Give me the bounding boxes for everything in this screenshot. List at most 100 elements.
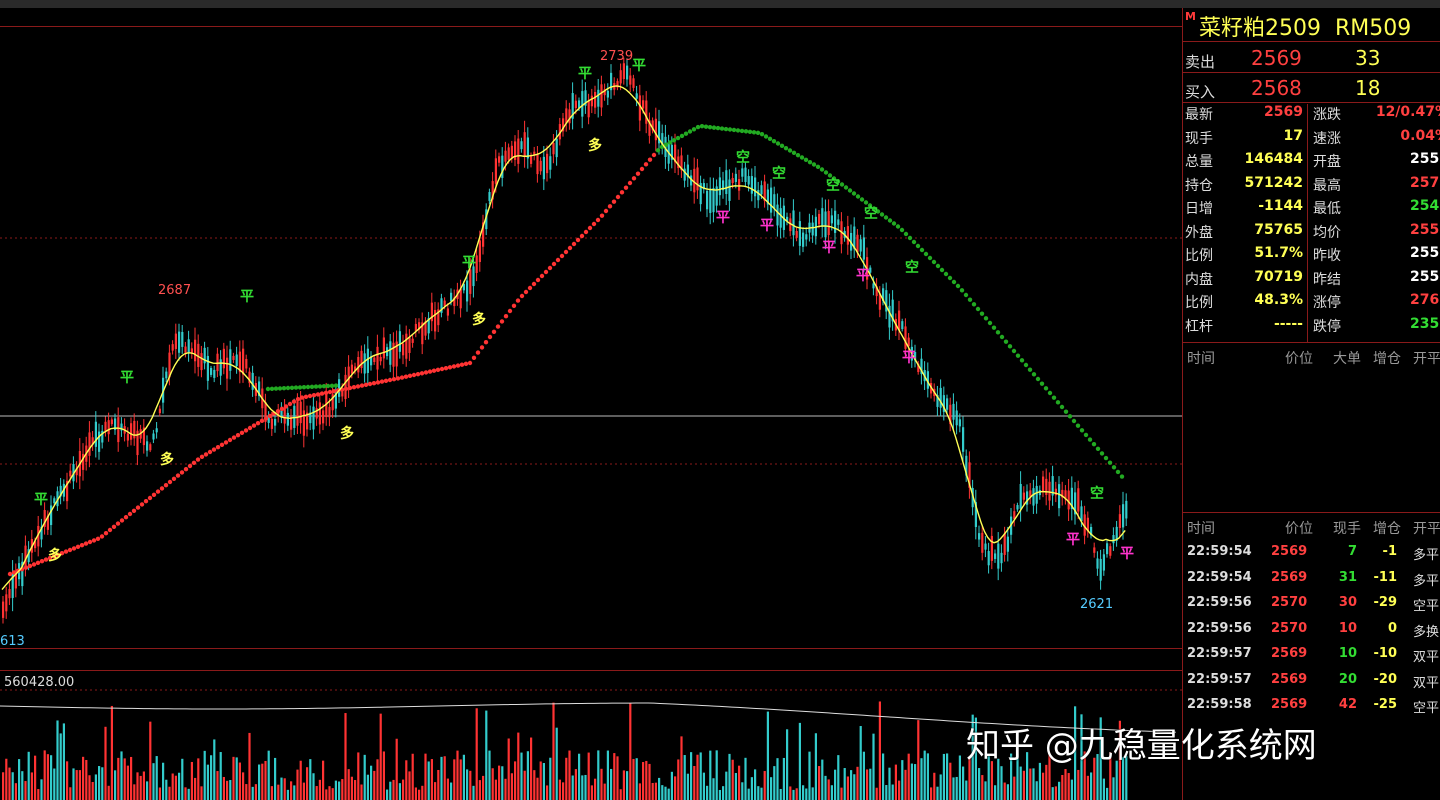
stat-value: 70719	[1254, 268, 1303, 285]
volume-bar	[850, 770, 853, 800]
volume-bar	[1086, 775, 1089, 800]
signal-marker: 空	[864, 205, 878, 222]
slow-ma-dot	[903, 231, 909, 237]
volume-bar	[798, 722, 801, 800]
candle-body	[517, 138, 520, 164]
candle-body	[773, 194, 776, 209]
slow-ma-dot	[835, 179, 841, 184]
volume-bar	[645, 760, 648, 800]
slow-ma-dot	[1031, 372, 1037, 377]
tick-time: 22:59:57	[1187, 646, 1252, 661]
slow-ma-dot	[559, 253, 565, 259]
volume-bar	[430, 759, 433, 800]
volume-bar	[1102, 778, 1105, 800]
fast-ma-line	[1, 85, 1126, 591]
volume-bar	[1064, 769, 1067, 800]
candle-body	[818, 213, 821, 225]
tick-row[interactable]: 22:59:54 2569 31 -11 多平	[1183, 566, 1440, 591]
candle-body	[421, 322, 424, 345]
tick-row[interactable]: 22:59:57 2569 10 -10 双平	[1183, 642, 1440, 667]
candle-body	[600, 84, 603, 108]
slow-ma-dot	[503, 314, 509, 319]
volume-bar	[693, 766, 696, 800]
volume-bar	[392, 779, 395, 800]
tick-row[interactable]: 22:59:56 2570 10 0 多换	[1183, 617, 1440, 642]
candle-body	[1026, 491, 1029, 505]
signal-marker: 平	[856, 268, 870, 284]
volume-bar	[789, 786, 792, 800]
tick-row[interactable]: 22:59:57 2569 20 -20 双平	[1183, 668, 1440, 693]
slow-ma-dot	[1039, 381, 1045, 386]
candle-body	[110, 419, 113, 425]
slow-ma-dot	[1027, 367, 1033, 372]
stat-right-7: 昨结 2557	[1311, 269, 1440, 292]
stat-left-3: 持仓 571242	[1183, 175, 1303, 198]
candle-body	[5, 594, 8, 612]
slow-ma-dot	[325, 383, 331, 389]
tick-time: 22:59:56	[1187, 595, 1252, 610]
slow-ma-dot	[979, 311, 985, 316]
volume-bar	[770, 777, 773, 800]
candle-body	[1003, 533, 1006, 555]
candle-body	[1125, 500, 1128, 519]
candle-body	[936, 395, 939, 407]
volume-bar	[706, 785, 709, 800]
volume-bar	[590, 785, 593, 800]
buy-quote-row[interactable]: 买入 2568 18	[1185, 76, 1381, 101]
slow-ma-dot	[567, 245, 573, 251]
candle-body	[174, 333, 177, 349]
candle-body	[91, 437, 94, 445]
volume-bar	[552, 702, 555, 800]
volume-bar	[526, 751, 529, 800]
volume-bar	[642, 762, 645, 800]
volume-bar	[187, 788, 190, 800]
tick-row[interactable]: 22:59:58 2569 42 -25 空平	[1183, 693, 1440, 718]
slow-ma-dot	[375, 380, 381, 385]
volume-bar	[130, 756, 133, 800]
volume-bar	[446, 778, 449, 800]
volume-bar	[824, 775, 827, 800]
slow-ma-dot	[435, 367, 441, 373]
volume-bar	[984, 781, 987, 800]
sell-quote-row[interactable]: 卖出 2569 33	[1185, 46, 1381, 71]
volume-bar	[635, 758, 638, 800]
slow-ma-dot	[843, 185, 849, 190]
slow-ma-dot	[307, 393, 313, 399]
volume-bar	[360, 784, 363, 800]
slow-ma-dot	[583, 229, 589, 235]
slow-ma-dot	[655, 148, 661, 153]
candle-body	[635, 93, 638, 99]
candle-body	[494, 158, 497, 184]
signal-marker: 平	[716, 210, 730, 226]
volume-bar	[1122, 757, 1125, 800]
candle-body	[690, 175, 693, 186]
slow-ma-dot	[763, 134, 769, 139]
volume-bar	[629, 702, 632, 800]
slow-ma-dot	[751, 130, 757, 135]
volume-bar	[773, 766, 776, 800]
stat-value: 2557	[1410, 151, 1440, 167]
slow-ma-dot	[1107, 460, 1113, 465]
volume-bar	[1000, 766, 1003, 800]
candle-body	[40, 526, 43, 540]
candle-body	[549, 156, 552, 170]
volume-bar	[101, 767, 104, 800]
kline-chart-area[interactable]: 平平平平平平多多多多多空空空空空空平平平平平平平 2687 2739 2621 613…	[0, 8, 1182, 800]
high-price-label: 2739	[600, 49, 633, 64]
slow-ma-dot	[647, 157, 653, 162]
tick-row[interactable]: 22:59:54 2569 7 -1 多平	[1183, 540, 1440, 565]
candle-body	[1112, 535, 1115, 544]
candle-body	[242, 348, 245, 375]
candle-body	[66, 480, 69, 502]
slow-ma-dot	[431, 368, 437, 373]
stat-left-6: 比例 51.7%	[1183, 245, 1303, 268]
volume-bar	[309, 759, 312, 800]
candle-body	[360, 350, 363, 369]
slow-ma-dot	[579, 233, 585, 239]
stat-right-8: 涨停 2762	[1311, 292, 1440, 315]
slow-ma-dot	[31, 562, 37, 567]
tick-row[interactable]: 22:59:56 2570 30 -29 空平	[1183, 591, 1440, 616]
contract-name[interactable]: 菜籽粕2509 RM509	[1199, 16, 1412, 41]
